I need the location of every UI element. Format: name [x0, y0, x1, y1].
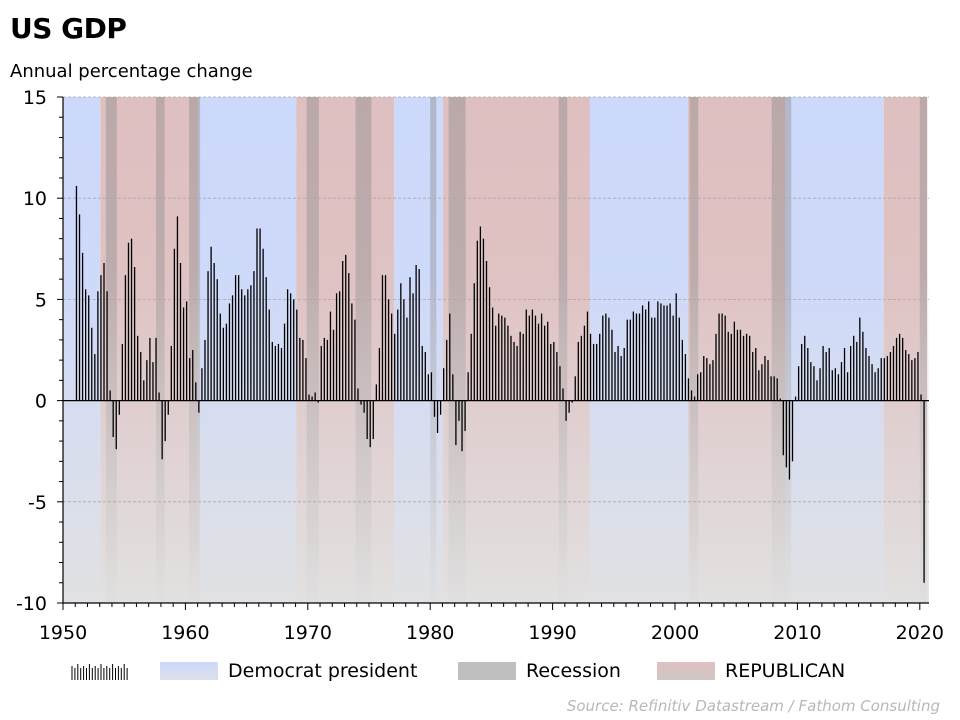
- legend-label-democrat: Democrat president: [228, 660, 418, 682]
- y-axis-labels: 15 10 5 0 -5 -10: [16, 87, 47, 615]
- x-tick-label: 2000: [651, 622, 699, 644]
- x-tick-label: 2010: [773, 622, 821, 644]
- legend-swatch-democrat: [160, 662, 218, 680]
- y-tick-label: -5: [28, 492, 47, 514]
- y-tick-label: -10: [16, 593, 47, 615]
- legend-bars-icon: [71, 664, 128, 680]
- legend-swatch-republican: [657, 662, 715, 680]
- gridlines: [63, 96, 929, 503]
- x-tick-label: 1950: [39, 622, 87, 644]
- legend-item-gdp: [70, 660, 130, 680]
- legend-swatch-recession: [458, 662, 516, 680]
- x-tick-label: 2020: [896, 622, 944, 644]
- y-tick-label: 10: [23, 188, 47, 210]
- chart-title: US GDP: [10, 12, 127, 45]
- axes: [57, 96, 929, 610]
- y-tick-label: 0: [35, 391, 47, 413]
- y-tick-label: 15: [23, 87, 47, 109]
- legend-item-democrat: Democrat president: [160, 660, 417, 682]
- legend-label-recession: Recession: [526, 660, 621, 682]
- legend-item-republican: REPUBLICAN: [657, 660, 845, 682]
- y-tick-label: 5: [35, 289, 47, 311]
- source-note: Source: Refinitiv Datastream / Fathom Co…: [566, 697, 940, 715]
- chart-subtitle: Annual percentage change: [10, 61, 253, 82]
- x-tick-label: 1960: [161, 622, 209, 644]
- gdp-bars: [75, 186, 925, 583]
- x-axis-labels: 1950 1960 1970 1980 1990 2000 2010 2020: [39, 622, 944, 644]
- legend-item-recession: Recession: [458, 660, 621, 682]
- x-tick-label: 1980: [406, 622, 454, 644]
- legend-label-republican: REPUBLICAN: [725, 660, 846, 682]
- x-tick-label: 1970: [284, 622, 332, 644]
- x-tick-label: 1990: [528, 622, 576, 644]
